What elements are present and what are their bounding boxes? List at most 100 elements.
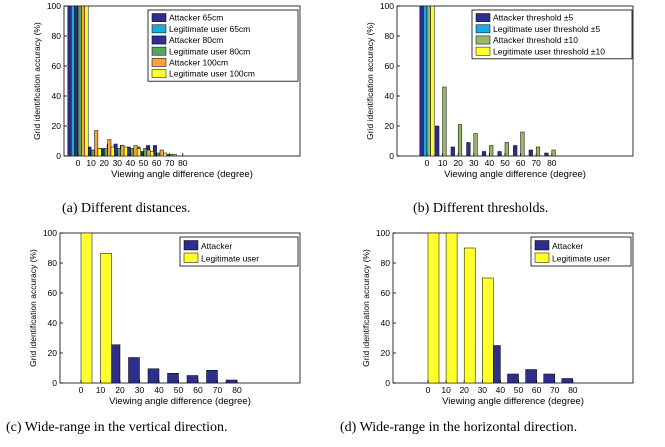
legend-label: Attacker threshold ±5 — [493, 13, 574, 23]
y-tick-label: 20 — [385, 121, 395, 131]
x-tick-label: 10 — [96, 385, 106, 395]
legend-label: Legitimate user threshold ±5 — [493, 24, 600, 34]
bar-a-s3-c7 — [169, 154, 174, 156]
bar-a-s3-c6 — [156, 152, 161, 156]
y-tick-label: 100 — [43, 228, 57, 238]
bar-b-s0-c4 — [481, 151, 487, 156]
y-tick-label: 0 — [389, 151, 394, 161]
legend-swatch — [534, 252, 550, 263]
bar-c-s0-c3 — [128, 357, 140, 383]
bar-b-s2-c0 — [426, 6, 431, 156]
x-axis-label: Viewing angle difference (degree) — [111, 169, 253, 180]
legend-box — [179, 236, 299, 267]
y-tick-label: 60 — [381, 288, 391, 298]
y-axis-label: Grid identification accuracy (%) — [28, 249, 38, 367]
bar-a-s5-c2 — [110, 146, 115, 156]
bar-b-s2-c3 — [473, 133, 478, 156]
bar-d-s0-c6 — [525, 369, 537, 383]
bar-b-s0-c1 — [435, 125, 440, 156]
x-tick-label: 80 — [178, 158, 188, 168]
legend-label: Attacker 65cm — [169, 13, 223, 23]
y-tick-label: 40 — [385, 91, 395, 101]
x-tick-label: 80 — [568, 385, 578, 395]
x-tick-label: 20 — [99, 158, 109, 168]
bar-c-s1-c1 — [100, 253, 112, 383]
bar-c-s0-c8 — [225, 379, 238, 383]
x-tick-label: 60 — [152, 158, 162, 168]
bar-a-s3-c4 — [130, 148, 135, 156]
legend-swatch — [151, 35, 167, 45]
y-tick-label: 80 — [48, 258, 58, 268]
x-tick-label: 70 — [531, 158, 541, 168]
legend-label: Attacker threshold ±10 — [493, 35, 578, 45]
x-tick-label: 0 — [426, 385, 431, 395]
bar-a-s3-c2 — [103, 148, 108, 156]
y-tick-label: 0 — [52, 378, 57, 388]
x-tick-label: 20 — [115, 385, 125, 395]
x-tick-label: 50 — [174, 385, 184, 395]
bar-a-s5-c1 — [97, 148, 102, 156]
chart-panel-b: 0 20 40 60 80 100 0 10 20 30 40 50 60 70 80 Viewing ang… — [333, 0, 665, 200]
legend-swatch — [183, 252, 199, 263]
legend-swatch — [475, 46, 491, 56]
x-tick-label: 30 — [478, 385, 488, 395]
chart-panel-c: 0 20 40 60 80 100 0 10 20 30 40 50 60 70 80 Viewing ang… — [0, 224, 332, 420]
bar-b-s2-c5 — [504, 142, 509, 156]
bar-a-s5-c4 — [136, 148, 141, 156]
bar-a-s4-c4 — [133, 145, 138, 156]
bar-d-s0-c7 — [543, 373, 555, 383]
legend-swatch — [475, 35, 491, 45]
bar-b-s0-c3 — [466, 142, 471, 156]
x-tick-label: 80 — [232, 385, 242, 395]
bar-c-s0-c7 — [206, 370, 218, 383]
legend-swatch — [151, 46, 167, 56]
bar-d-s0-c8 — [561, 378, 574, 383]
legend-label: Attacker — [201, 241, 232, 251]
legend-swatch — [475, 24, 491, 34]
legend-label: Attacker 80cm — [169, 35, 223, 45]
y-axis-label: Grid identification accuracy (%) — [361, 249, 371, 367]
x-tick-label: 70 — [165, 158, 175, 168]
legend-box — [147, 9, 299, 82]
bars-group — [427, 233, 574, 383]
y-tick-label: 0 — [56, 151, 61, 161]
legend: Attacker Legitimate user — [179, 236, 299, 267]
x-tick-label: 50 — [514, 385, 524, 395]
x-tick-label: 10 — [86, 158, 96, 168]
y-tick-label: 20 — [381, 348, 391, 358]
bars-group — [67, 6, 177, 156]
bar-a-s3-c0 — [77, 6, 82, 156]
x-axis-label: Viewing angle difference (degree) — [109, 396, 251, 407]
legend-label: Legitimate user 65cm — [169, 24, 250, 34]
chart-panel-a: 0 20 40 60 80 100 0 10 20 30 40 50 60 70 80 Viewing ang… — [0, 0, 332, 200]
y-tick-label: 60 — [52, 61, 62, 71]
bar-a-s5-c5 — [150, 151, 154, 156]
legend-label: Legitimate user threshold ±10 — [493, 46, 605, 56]
y-axis-label: Grid identification accuracy (%) — [32, 22, 42, 140]
legend-label: Attacker 100cm — [169, 58, 228, 68]
legend-swatch — [151, 13, 167, 22]
bar-b-s1-c0 — [423, 6, 428, 156]
bar-b-s2-c7 — [535, 146, 541, 156]
bar-a-s4-c0 — [81, 6, 86, 156]
bar-a-s5-c3 — [123, 146, 128, 156]
x-tick-label: 0 — [425, 158, 430, 168]
bar-a-s2-c6 — [152, 145, 157, 156]
bar-a-s4-c2 — [107, 139, 112, 156]
bar-b-s3-c0 — [430, 6, 435, 156]
bar-d-s1-c3 — [482, 277, 494, 383]
y-tick-label: 100 — [47, 1, 61, 11]
bar-a-s4-c7 — [172, 154, 177, 156]
y-tick-label: 40 — [52, 91, 62, 101]
legend-swatch — [475, 13, 491, 22]
bar-c-s0-c6 — [186, 375, 199, 383]
bar-b-s2-c6 — [520, 131, 525, 156]
bar-a-s1-c0 — [70, 6, 75, 156]
x-tick-label: 40 — [154, 385, 164, 395]
bar-d-s1-c2 — [463, 247, 476, 383]
x-tick-label: 0 — [79, 385, 84, 395]
y-tick-label: 20 — [52, 121, 62, 131]
x-tick-label: 0 — [76, 158, 81, 168]
